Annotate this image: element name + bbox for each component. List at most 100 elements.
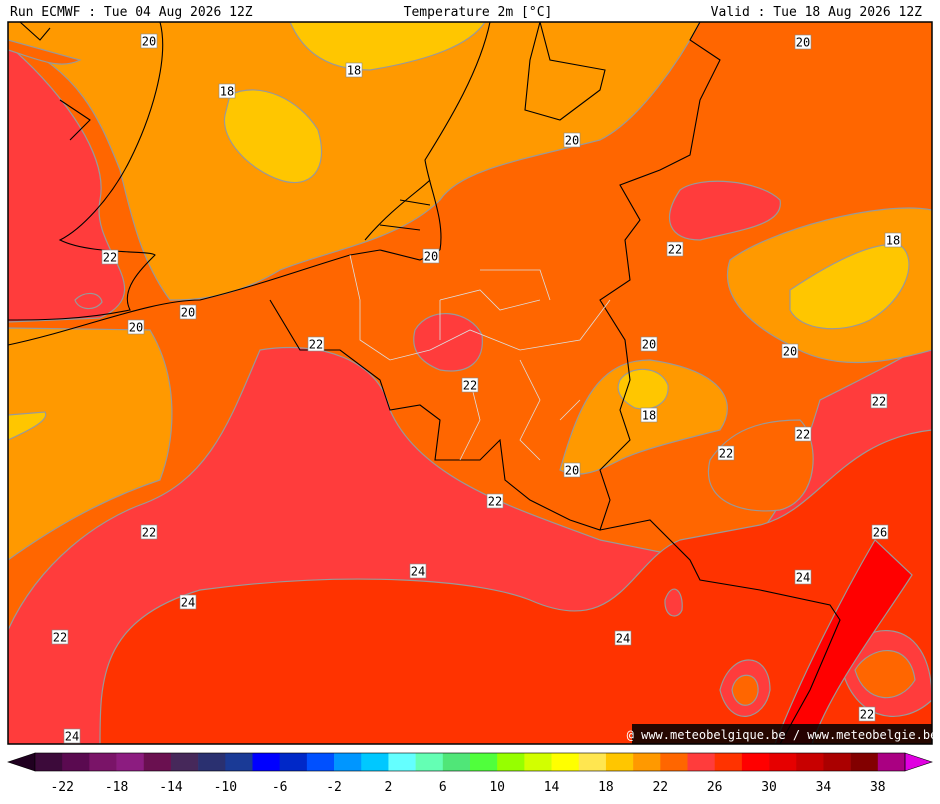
colorbar-swatch <box>769 753 797 771</box>
contour-label-bg <box>179 594 197 610</box>
colorbar-label: -6 <box>272 780 288 795</box>
colorbar-swatch <box>551 753 580 771</box>
colorbar-swatch <box>198 753 226 771</box>
contour-label: 20 <box>783 345 797 359</box>
colorbar-label: 38 <box>870 780 886 795</box>
contour-label: 22 <box>488 495 502 509</box>
colorbar-swatch <box>388 753 416 771</box>
contour-label-bg <box>307 336 325 352</box>
contour-label-bg <box>179 304 197 320</box>
contour-labels: 20 18 18 20 20 22 20 18 22 20 20 22 20 20 22 22 18 22 22 20… <box>51 33 902 744</box>
contour-label-bg <box>884 232 902 248</box>
contour-label: 20 <box>142 35 156 49</box>
colorbar-swatch <box>415 753 444 771</box>
colorbar-label: -14 <box>159 780 183 795</box>
contour-label: 24 <box>796 571 810 585</box>
title: Temperature 2m [°C] <box>404 5 553 20</box>
contour-label-bg <box>614 630 632 646</box>
contour-label-bg <box>717 445 735 461</box>
colorbar-swatch <box>62 753 90 771</box>
contour-label: 22 <box>668 243 682 257</box>
contour-label-bg <box>140 524 158 540</box>
map <box>8 22 932 744</box>
colorbar-swatch <box>361 753 389 771</box>
run-label: Run ECMWF : Tue 04 Aug 2026 12Z <box>10 5 253 20</box>
colorbar-swatch <box>252 753 280 771</box>
colorbar-swatch <box>497 753 525 771</box>
colorbar-swatch <box>470 753 498 771</box>
colorbar-label: 6 <box>439 780 447 795</box>
map-frame <box>7 21 933 745</box>
contour-label-bg <box>461 377 479 393</box>
contour-label: 24 <box>65 730 79 744</box>
colorbar-swatch <box>35 753 63 771</box>
colorbar-swatch <box>877 753 906 771</box>
contour-label: 24 <box>181 596 195 610</box>
contour-label: 18 <box>886 234 900 248</box>
contour-label-bg <box>794 569 812 585</box>
colorbar-swatch <box>225 753 253 771</box>
colorbar-swatch <box>605 753 634 771</box>
colorbar-label: -18 <box>105 780 128 795</box>
contour-label-bg <box>666 241 684 257</box>
contour-label-bg <box>794 34 812 50</box>
contour-label: 18 <box>642 409 656 423</box>
colorbar-label: -2 <box>326 780 342 795</box>
colorbar-swatch <box>89 753 117 771</box>
colorbar-swatch <box>823 753 851 771</box>
colorbar-swatch <box>741 753 770 771</box>
colorbar-swatch <box>279 753 308 771</box>
colorbar-swatch <box>442 753 471 771</box>
contour-label: 20 <box>565 134 579 148</box>
colorbar-label: 2 <box>385 780 393 795</box>
colorbar-label: -22 <box>50 780 73 795</box>
colorbar-swatch <box>633 753 661 771</box>
colorbar-swatch <box>850 753 879 771</box>
watermark-bg <box>632 724 932 744</box>
contour-label: 20 <box>181 306 195 320</box>
contour-label-bg <box>345 62 363 78</box>
colorbar: -22 -18 -14 -10 -6 -2 2 6 10 14 18 22 26 30 34 38 <box>7 752 933 795</box>
colorbar-label: 26 <box>707 780 723 795</box>
contour-label-bg <box>640 407 658 423</box>
colorbar-swatch <box>524 753 552 771</box>
contour-label: 20 <box>129 321 143 335</box>
contour-label-bg <box>563 132 581 148</box>
contour-label: 20 <box>424 250 438 264</box>
colorbar-swatch <box>687 753 715 771</box>
valid-label: Valid : Tue 18 Aug 2026 12Z <box>711 5 922 20</box>
colorbar-swatch <box>796 753 824 771</box>
contour-label-bg <box>127 319 145 335</box>
contour-label-bg <box>486 493 504 509</box>
contour-label-bg <box>871 524 889 540</box>
colorbar-swatch <box>578 753 607 771</box>
colorbar-frame <box>34 752 906 772</box>
contour-label: 24 <box>616 632 630 646</box>
contour-label: 22 <box>796 428 810 442</box>
colorbar-label: 14 <box>544 780 560 795</box>
colorbar-swatch <box>143 753 172 771</box>
colorbar-label: 10 <box>489 780 505 795</box>
contour-label-bg <box>409 563 427 579</box>
contour-label: 22 <box>872 395 886 409</box>
contour-label-bg <box>640 336 658 352</box>
contour-label: 20 <box>642 338 656 352</box>
colorbar-swatch <box>306 753 335 771</box>
colorbar-high <box>904 752 933 772</box>
watermark: @ www.meteobelgique.be / www.meteobelgie… <box>627 728 938 742</box>
contour-label-bg <box>794 426 812 442</box>
contour-label: 24 <box>411 565 425 579</box>
contour-label-bg <box>563 462 581 478</box>
contour-label: 22 <box>860 708 874 722</box>
contour-label: 22 <box>142 526 156 540</box>
contour-label: 22 <box>103 251 117 265</box>
contour-label: 20 <box>565 464 579 478</box>
colorbar-swatch <box>170 753 199 771</box>
colorbar-label: 22 <box>652 780 668 795</box>
colorbar-label: 34 <box>816 780 832 795</box>
colorbar-low <box>7 752 36 772</box>
colorbar-swatch <box>334 753 362 771</box>
contour-label: 22 <box>53 631 67 645</box>
contour-label-bg <box>140 33 158 49</box>
